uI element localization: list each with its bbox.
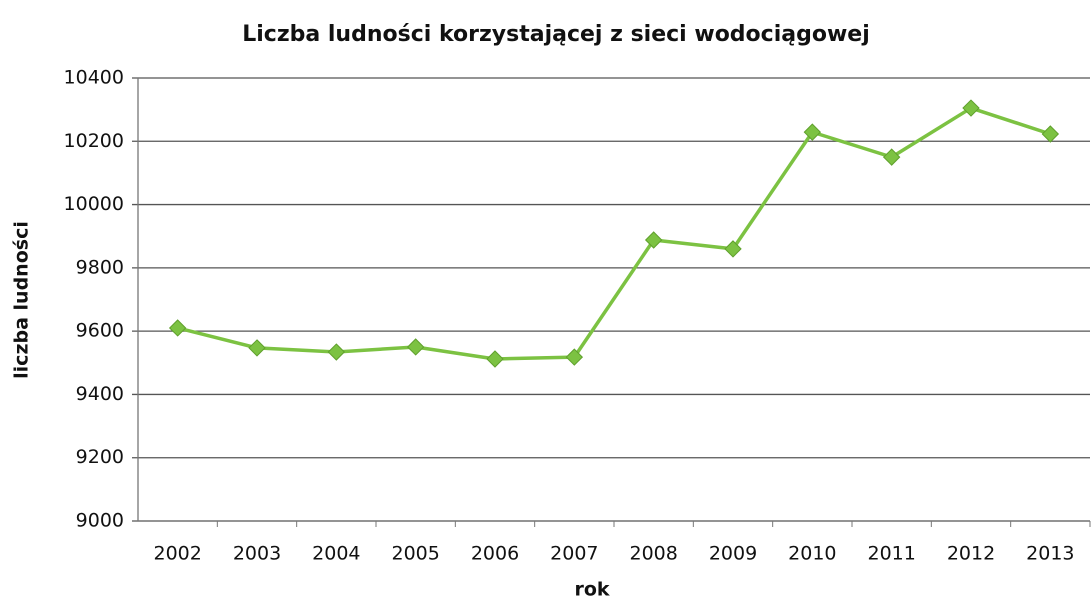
data-point xyxy=(565,348,584,366)
y-tick-label: 9600 xyxy=(76,320,124,342)
x-tick-label: 2003 xyxy=(233,543,281,565)
data-point xyxy=(882,148,901,166)
data-point xyxy=(248,339,266,357)
data-point xyxy=(962,99,980,117)
data-point xyxy=(1041,125,1060,143)
y-axis-label: liczba ludności xyxy=(11,221,33,379)
data-point xyxy=(327,343,346,361)
x-tick-label: 2007 xyxy=(550,543,598,565)
x-tick-label: 2009 xyxy=(709,543,757,565)
y-tick-label: 10000 xyxy=(64,193,124,215)
data-point xyxy=(724,240,742,258)
x-tick-label: 2006 xyxy=(471,543,519,565)
x-tick-label: 2010 xyxy=(788,543,836,565)
x-tick-label: 2004 xyxy=(312,543,360,565)
data-point xyxy=(486,350,504,368)
x-tick-label: 2005 xyxy=(391,543,439,565)
data-point xyxy=(803,123,822,141)
x-tick-label: 2013 xyxy=(1026,543,1074,565)
data-point xyxy=(644,231,663,249)
x-tick-label: 2012 xyxy=(947,543,995,565)
y-tick-label: 9200 xyxy=(76,446,124,468)
y-tick-label: 10400 xyxy=(64,67,124,89)
x-tick-label: 2008 xyxy=(629,543,677,565)
data-point xyxy=(168,319,187,337)
chart-title: Liczba ludności korzystającej z sieci wo… xyxy=(242,22,870,47)
x-tick-label: 2002 xyxy=(153,543,201,565)
y-tick-label: 10200 xyxy=(64,130,124,152)
x-axis-label: rok xyxy=(574,579,609,601)
x-tick-label: 2011 xyxy=(867,543,915,565)
y-tick-label: 9400 xyxy=(76,383,124,405)
y-tick-label: 9000 xyxy=(76,510,124,532)
y-tick-label: 9800 xyxy=(76,256,124,278)
data-point xyxy=(406,338,425,356)
data-line xyxy=(177,106,1051,361)
